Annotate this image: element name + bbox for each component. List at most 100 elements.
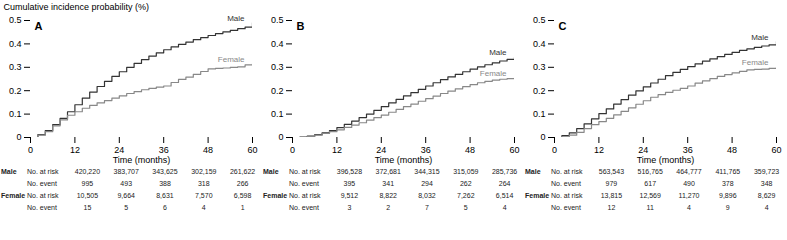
svg-text:Female: Female (742, 58, 769, 67)
html-text:344,315: 344,315 (414, 167, 440, 175)
html-text:261,622: 261,622 (229, 167, 256, 175)
svg-text:Cumulative incidence probabili: Cumulative incidence probability (%) (4, 2, 150, 12)
html-text:6,514: 6,514 (495, 191, 514, 199)
svg-text:0.1: 0.1 (9, 109, 22, 119)
svg-text:24: 24 (376, 145, 386, 155)
html-text:493: 493 (120, 179, 132, 187)
svg-text:60: 60 (771, 145, 781, 155)
svg-text:Male: Male (751, 33, 769, 42)
html-text:395: 395 (343, 179, 356, 187)
svg-text:B: B (297, 20, 305, 32)
svg-text:0.4: 0.4 (271, 39, 284, 49)
svg-text:0.4: 0.4 (533, 39, 546, 49)
html-text:343,625: 343,625 (152, 167, 178, 175)
html-text:341: 341 (382, 179, 394, 187)
html-text:8,822: 8,822 (379, 191, 397, 199)
html-text:315,059: 315,059 (453, 167, 479, 175)
html-text:563,543: 563,543 (598, 167, 624, 175)
html-text:No. event: No. event (289, 203, 319, 211)
html-text:266: 266 (236, 179, 249, 187)
html-text:383,707: 383,707 (113, 167, 139, 175)
svg-text:24: 24 (114, 145, 124, 155)
html-text:318: 318 (197, 179, 210, 187)
html-text:8,631: 8,631 (156, 191, 174, 199)
html-text:294: 294 (421, 179, 433, 187)
svg-text:48: 48 (203, 145, 213, 155)
svg-text:0.5: 0.5 (271, 15, 284, 25)
html-text:Female No. at risk: Female No. at risk (263, 191, 321, 199)
svg-text:0.2: 0.2 (533, 86, 546, 96)
svg-text:Male: Male (227, 14, 245, 23)
svg-text:Female: Female (480, 69, 507, 78)
svg-text:48: 48 (465, 145, 475, 155)
svg-text:0: 0 (16, 132, 21, 142)
svg-text:0: 0 (28, 145, 33, 155)
html-text:372,681: 372,681 (375, 167, 401, 175)
html-text:388: 388 (159, 179, 171, 187)
html-text:264: 264 (498, 179, 511, 187)
html-text:464,777: 464,777 (676, 167, 702, 175)
html-text:411,765: 411,765 (715, 167, 741, 175)
html-text:6,598: 6,598 (233, 191, 252, 199)
html-text:Male: Male (1, 167, 17, 175)
svg-text:Time (months): Time (months) (637, 155, 695, 165)
html-text:262: 262 (459, 179, 472, 187)
svg-text:0.2: 0.2 (271, 86, 284, 96)
svg-text:12: 12 (594, 145, 604, 155)
svg-text:36: 36 (159, 145, 169, 155)
html-text:9,664: 9,664 (117, 191, 135, 199)
html-text:No. event: No. event (27, 179, 57, 187)
svg-text:48: 48 (727, 145, 737, 155)
html-text:617: 617 (644, 179, 656, 187)
html-text:979: 979 (605, 179, 618, 187)
html-text:10,505: 10,505 (76, 191, 99, 199)
svg-text:0.5: 0.5 (9, 15, 22, 25)
svg-text:0.2: 0.2 (9, 86, 22, 96)
html-text:359,723: 359,723 (753, 167, 780, 175)
html-text:396,528: 396,528 (336, 167, 362, 175)
html-text:No. at risk: No. at risk (551, 167, 583, 175)
html-text:No. event: No. event (27, 203, 57, 211)
svg-text:Time (months): Time (months) (375, 155, 433, 165)
svg-text:24: 24 (638, 145, 648, 155)
html-text:Female No. at risk: Female No. at risk (1, 191, 59, 199)
svg-text:0.5: 0.5 (533, 15, 546, 25)
svg-text:36: 36 (421, 145, 431, 155)
html-text:995: 995 (81, 179, 94, 187)
svg-text:A: A (35, 20, 43, 32)
html-text:Male: Male (525, 167, 541, 175)
svg-text:0.4: 0.4 (9, 39, 22, 49)
svg-text:0.3: 0.3 (9, 62, 22, 72)
html-text:7,570: 7,570 (195, 191, 213, 199)
html-text:420,220: 420,220 (74, 167, 100, 175)
svg-text:12: 12 (332, 145, 342, 155)
svg-text:60: 60 (247, 145, 257, 155)
svg-text:0: 0 (552, 145, 557, 155)
html-text:8,032: 8,032 (418, 191, 436, 199)
svg-text:36: 36 (683, 145, 693, 155)
html-text:285,736: 285,736 (491, 167, 518, 175)
html-text:7,262: 7,262 (457, 191, 475, 199)
html-text:No. at risk: No. at risk (289, 167, 321, 175)
svg-text:Female: Female (218, 55, 245, 64)
svg-text:C: C (559, 20, 567, 32)
html-text:No. at risk: No. at risk (27, 167, 59, 175)
svg-text:0.3: 0.3 (271, 62, 284, 72)
svg-text:0: 0 (540, 132, 545, 142)
svg-text:0.3: 0.3 (533, 62, 546, 72)
html-text:15: 15 (83, 203, 92, 211)
svg-text:Male: Male (489, 48, 507, 57)
html-text:9,512: 9,512 (340, 191, 359, 199)
svg-text:0: 0 (290, 145, 295, 155)
html-text:516,765: 516,765 (637, 167, 663, 175)
svg-text:12: 12 (70, 145, 80, 155)
svg-text:60: 60 (509, 145, 519, 155)
html-text:No. event: No. event (551, 179, 581, 187)
html-text:302,159: 302,159 (191, 167, 217, 175)
svg-text:0.1: 0.1 (271, 109, 284, 119)
svg-text:0: 0 (278, 132, 283, 142)
svg-text:0.1: 0.1 (533, 109, 546, 119)
html-text:Male: Male (263, 167, 279, 175)
html-text:No. event: No. event (289, 179, 319, 187)
svg-text:Time (months): Time (months) (113, 155, 171, 165)
